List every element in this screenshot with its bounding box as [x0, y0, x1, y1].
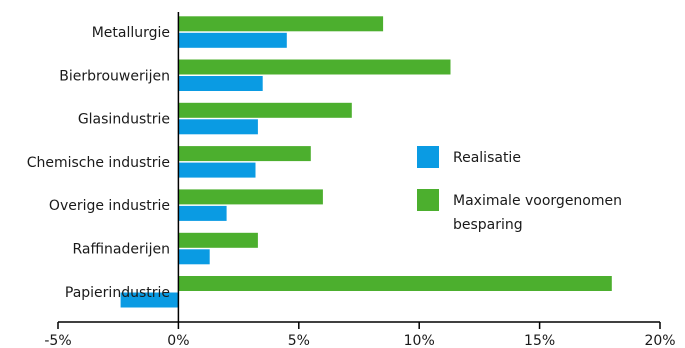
- x-tick-label: -5%: [44, 333, 71, 348]
- category-label-chemische-industrie: Chemische industrie: [27, 155, 170, 171]
- bar-overige-industrie-realisatie: [178, 205, 227, 221]
- bars-group: [120, 16, 612, 308]
- bar-raffinaderijen-realisatie: [178, 249, 210, 265]
- legend: Realisatie Maximale voorgenomen besparing: [417, 146, 622, 233]
- x-tick-label: 15%: [524, 333, 555, 348]
- bar-bierbrouwerijen-realisatie: [178, 76, 263, 91]
- bar-chemische-industrie-maximale-voorgenomen-besparing: [178, 146, 311, 162]
- bar-papierindustrie-realisatie: [120, 292, 179, 308]
- bar-glasindustrie-maximale-voorgenomen-besparing: [178, 102, 352, 118]
- bar-overige-industrie-maximale-voorgenomen-besparing: [178, 189, 323, 205]
- x-axis-ticks: -5% 0% 5% 10% 15% 20%: [44, 322, 676, 348]
- x-tick-label: 0%: [167, 333, 189, 348]
- bar-chemische-industrie-realisatie: [178, 162, 256, 178]
- bar-bierbrouwerijen-maximale-voorgenomen-besparing: [178, 59, 451, 75]
- bar-metallurgie-realisatie: [178, 32, 287, 48]
- category-labels: Metallurgie Bierbrouwerijen Glasindustrie C…: [27, 25, 170, 301]
- category-label-glasindustrie: Glasindustrie: [78, 112, 170, 128]
- bar-metallurgie-maximale-voorgenomen-besparing: [178, 16, 384, 32]
- legend-swatch-maximale-voorgenomen-besparing: [417, 189, 439, 211]
- legend-swatch-realisatie: [417, 146, 439, 168]
- category-label-papierindustrie: Papierindustrie: [65, 285, 170, 301]
- bar-raffinaderijen-maximale-voorgenomen-besparing: [178, 232, 258, 248]
- category-label-overige-industrie: Overige industrie: [49, 198, 170, 214]
- legend-label-realisatie: Realisatie: [453, 150, 521, 166]
- x-tick-label: 10%: [404, 333, 435, 348]
- x-tick-label: 20%: [644, 333, 675, 348]
- category-label-bierbrouwerijen: Bierbrouwerijen: [59, 68, 170, 84]
- bar-papierindustrie-maximale-voorgenomen-besparing: [178, 276, 612, 291]
- legend-label-maximale-voorgenomen-besparing: besparing: [453, 217, 523, 233]
- category-label-raffinaderijen: Raffinaderijen: [72, 242, 170, 258]
- category-label-metallurgie: Metallurgie: [92, 25, 170, 41]
- x-tick-label: 5%: [288, 333, 310, 348]
- bar-glasindustrie-realisatie: [178, 119, 258, 135]
- legend-label-maximale-voorgenomen-besparing: Maximale voorgenomen: [453, 193, 622, 209]
